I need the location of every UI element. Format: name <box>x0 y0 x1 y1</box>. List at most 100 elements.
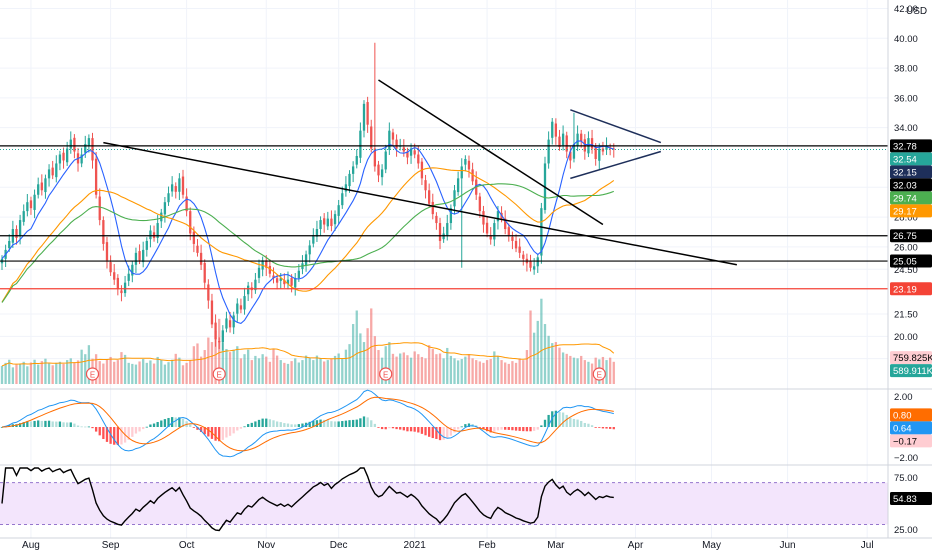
candle-body-159 <box>576 133 579 146</box>
candle-body-23 <box>84 144 87 153</box>
macd-hist-102 <box>370 420 373 427</box>
volume-bar-54 <box>196 343 199 384</box>
candle-body-97 <box>351 166 355 174</box>
price-label-0: 32.78 <box>893 141 917 152</box>
candle-body-19 <box>69 139 72 149</box>
macd-hist-141 <box>511 427 514 431</box>
volume-bar-93 <box>337 353 340 384</box>
macd-hist-12 <box>44 420 47 427</box>
candle-body-73 <box>265 260 268 268</box>
volume-bar-120 <box>435 354 438 384</box>
macd-hist-81 <box>294 424 297 427</box>
volume-bar-104 <box>377 350 380 384</box>
macd-hist-120 <box>435 427 438 439</box>
candle-body-39 <box>142 249 145 263</box>
macd-hist-98 <box>355 419 358 427</box>
candle-body-130 <box>471 169 474 182</box>
candle-body-108 <box>391 132 395 140</box>
earnings-marker-label-0: E <box>90 371 95 380</box>
trendlines[interactable] <box>103 79 738 266</box>
candle-body-117 <box>424 180 427 191</box>
volume-bar-50 <box>181 365 185 384</box>
price-label-4: 29.74 <box>893 193 917 204</box>
price-axis[interactable]: 42.0040.0038.0036.0034.0030.0028.0026.00… <box>894 4 918 536</box>
volume-bar-2 <box>8 359 11 384</box>
volume-bar-12 <box>44 358 47 384</box>
volume-bar-169 <box>612 361 615 384</box>
candle-body-112 <box>406 151 409 158</box>
candle-body-119 <box>431 201 434 215</box>
macd-hist-112 <box>406 427 409 432</box>
time-axis[interactable]: Aug Sep Oct Nov Dec 2021 Feb Mar Apr May Jun Jul <box>22 540 874 550</box>
candle-body-141 <box>511 236 514 241</box>
macd-hist-148 <box>536 427 539 430</box>
macd-label-0: 0.80 <box>893 410 912 421</box>
macd-panel <box>0 389 615 458</box>
candle-body-100 <box>362 103 366 131</box>
macd-hist-55 <box>199 427 203 433</box>
price-tick-3: 36.00 <box>894 93 918 104</box>
volume-bar-23 <box>84 354 87 384</box>
macd-hist-16 <box>58 421 62 427</box>
candle-body-143 <box>518 246 521 253</box>
volume-bar-63 <box>228 352 232 384</box>
candle-body-6 <box>22 211 25 222</box>
time-tick-6: Feb <box>478 540 496 550</box>
volume-bar-158 <box>572 357 576 384</box>
macd-hist-74 <box>268 419 272 427</box>
volume-bar-154 <box>558 347 561 384</box>
candle-body-166 <box>601 148 605 152</box>
volume-label-1: 589.911K <box>893 366 932 377</box>
macd-hist-38 <box>138 427 141 432</box>
macd-hist-129 <box>467 423 471 427</box>
volume-bar-64 <box>232 349 235 384</box>
macd-hist-15 <box>55 421 58 427</box>
candle-body-47 <box>170 184 174 192</box>
time-tick-5: 2021 <box>404 540 427 550</box>
volume-bar-27 <box>98 361 101 384</box>
candle-body-18 <box>66 148 69 163</box>
volume-bar-38 <box>138 361 141 384</box>
volume-bar-67 <box>243 354 246 384</box>
candle-body-11 <box>40 182 43 191</box>
volume-bar-126 <box>456 360 460 384</box>
volume-bar-8 <box>29 362 33 384</box>
candle-body-89 <box>323 218 326 225</box>
candle-body-10 <box>37 184 40 195</box>
candle-body-134 <box>485 222 489 234</box>
macd-hist-9 <box>33 420 36 427</box>
macd-hist-54 <box>196 427 199 430</box>
volume-bar-43 <box>156 356 159 384</box>
time-tick-3: Nov <box>257 540 275 550</box>
macd-hist-137 <box>496 427 500 431</box>
macd-hist-155 <box>561 412 565 427</box>
macd-hist-44 <box>160 420 163 427</box>
macd-hist-139 <box>504 427 507 430</box>
volume-bar-156 <box>565 353 568 384</box>
volume-bar-94 <box>341 358 344 384</box>
candle-body-27 <box>98 196 101 221</box>
candle-body-48 <box>174 186 177 192</box>
candle-body-115 <box>417 154 420 164</box>
macd-hist-0 <box>0 427 4 428</box>
macd-hist-39 <box>142 427 145 430</box>
macd-hist-119 <box>431 427 434 439</box>
volume-bar-146 <box>529 310 532 384</box>
volume-bar-60 <box>218 318 221 384</box>
candle-body-82 <box>297 270 300 279</box>
macd-hist-154 <box>558 411 561 427</box>
volume-bar-160 <box>580 355 583 384</box>
candle-body-24 <box>87 138 91 146</box>
volume-bar-141 <box>511 361 514 384</box>
candle-body-163 <box>590 138 594 149</box>
horizontal-levels[interactable] <box>0 145 888 290</box>
candle-body-40 <box>145 240 148 250</box>
macd-hist-90 <box>326 420 329 427</box>
macd-hist-13 <box>47 420 51 427</box>
macd-hist-79 <box>286 423 290 427</box>
time-tick-0: Aug <box>22 540 40 550</box>
macd-hist-46 <box>167 417 170 427</box>
